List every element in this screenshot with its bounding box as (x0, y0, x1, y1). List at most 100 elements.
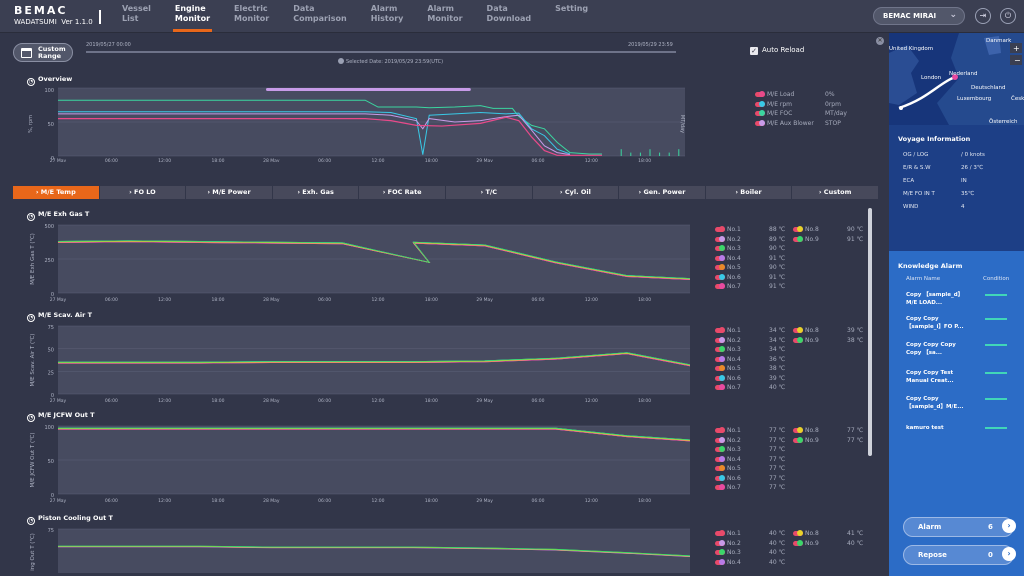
toggle-icon[interactable] (793, 235, 803, 242)
tab-exh-gas[interactable]: › Exh. Gas (272, 186, 360, 199)
toggle-icon[interactable] (715, 235, 725, 242)
toggle-icon[interactable] (715, 530, 725, 537)
legend-item[interactable]: No.5 77 ℃ (715, 464, 785, 474)
toggle-icon[interactable] (755, 91, 765, 98)
toggle-icon[interactable] (715, 365, 725, 372)
toggle-icon[interactable] (715, 436, 725, 443)
knowledge-alarm-item[interactable]: Copy Copy Copy Copy 【sa... (906, 342, 956, 356)
scrollbar[interactable] (868, 208, 872, 456)
legend-item[interactable]: No.1 77 ℃ (715, 426, 785, 436)
toggle-icon[interactable] (715, 465, 725, 472)
map[interactable]: + − Danmark United Kingdom London Nederland… (889, 33, 1024, 125)
logout-icon[interactable]: ⏻ (1000, 8, 1016, 24)
nav-data-comparison[interactable]: Data Comparison (293, 4, 347, 23)
toggle-icon[interactable] (715, 539, 725, 546)
nav-alarm-monitor[interactable]: Alarm Monitor (427, 4, 463, 23)
tab-m-e-power[interactable]: › M/E Power (186, 186, 273, 199)
legend-m-e-rpm[interactable]: M/E rpm 0rpm (755, 100, 847, 110)
nav-alarm-history[interactable]: Alarm History (370, 4, 404, 23)
tab-custom[interactable]: › Custom (792, 186, 879, 199)
tab-m-e-temp[interactable]: › M/E Temp (13, 186, 100, 199)
legend-item[interactable]: No.9 91 ℃ (793, 235, 863, 245)
toggle-icon[interactable] (793, 427, 803, 434)
vessel-select[interactable]: BEMAC MIRAI ⌄ (873, 7, 965, 25)
legend-item[interactable]: No.2 40 ℃ (715, 539, 785, 549)
tab-gen-power[interactable]: › Gen. Power (619, 186, 706, 199)
legend-item[interactable]: No.9 38 ℃ (793, 336, 863, 346)
toggle-icon[interactable] (715, 327, 725, 334)
toggle-icon[interactable] (715, 474, 725, 481)
nav-data-download[interactable]: Data Download (486, 4, 532, 23)
toggle-icon[interactable] (715, 336, 725, 343)
toggle-icon[interactable] (793, 327, 803, 334)
toggle-icon[interactable] (715, 455, 725, 462)
legend-item[interactable]: No.7 91 ℃ (715, 282, 785, 292)
legend-item[interactable]: No.4 40 ℃ (715, 558, 785, 568)
tab-boiler[interactable]: › Boiler (705, 186, 793, 199)
toggle-icon[interactable] (715, 245, 725, 252)
toggle-icon[interactable] (793, 336, 803, 343)
legend-item[interactable]: No.3 34 ℃ (715, 345, 785, 355)
legend-item[interactable]: No.8 90 ℃ (793, 225, 863, 235)
close-icon[interactable]: ✕ (876, 37, 884, 45)
legend-item[interactable]: No.5 90 ℃ (715, 263, 785, 273)
legend-m-e-aux-blower[interactable]: M/E Aux Blower STOP (755, 119, 847, 129)
legend-item[interactable]: No.2 89 ℃ (715, 235, 785, 245)
legend-item[interactable]: No.7 40 ℃ (715, 383, 785, 393)
toggle-icon[interactable] (715, 273, 725, 280)
toggle-icon[interactable] (715, 549, 725, 556)
toggle-icon[interactable] (715, 558, 725, 565)
toggle-icon[interactable] (715, 484, 725, 491)
legend-item[interactable]: No.9 40 ℃ (793, 539, 863, 549)
legend-item[interactable]: No.3 90 ℃ (715, 244, 785, 254)
knowledge-alarm-item[interactable]: Copy Copy Test Manual Creat... (906, 370, 954, 384)
legend-item[interactable]: No.1 88 ℃ (715, 225, 785, 235)
nav-vessel-list[interactable]: Vessel List (122, 4, 151, 23)
toggle-icon[interactable] (755, 100, 765, 107)
legend-item[interactable]: No.1 40 ℃ (715, 529, 785, 539)
nav-electric-monitor[interactable]: Electric Monitor (234, 4, 270, 23)
toggle-icon[interactable] (715, 226, 725, 233)
export-icon[interactable]: ⇥ (975, 8, 991, 24)
knowledge-alarm-item[interactable]: Copy Copy 【sample_i】FO P... (906, 316, 964, 330)
toggle-icon[interactable] (793, 226, 803, 233)
nav-setting[interactable]: Setting (555, 4, 589, 13)
toggle-icon[interactable] (715, 374, 725, 381)
legend-m-e-load[interactable]: M/E Load 0% (755, 90, 847, 100)
legend-item[interactable]: No.8 39 ℃ (793, 326, 863, 336)
knowledge-alarm-item[interactable]: Copy Copy 【sample_d】M/E... (906, 396, 964, 410)
toggle-icon[interactable] (715, 355, 725, 362)
toggle-icon[interactable] (715, 384, 725, 391)
tab-cyl-oil[interactable]: › Cyl. Oil (532, 186, 620, 199)
legend-item[interactable]: No.2 77 ℃ (715, 436, 785, 446)
toggle-icon[interactable] (715, 283, 725, 290)
knowledge-alarm-item[interactable]: Copy 【sample_d】M/E LOAD... (906, 292, 964, 306)
tab-t-c[interactable]: › T/C (445, 186, 533, 199)
toggle-icon[interactable] (715, 427, 725, 434)
toggle-icon[interactable] (793, 539, 803, 546)
legend-item[interactable]: No.4 91 ℃ (715, 254, 785, 264)
toggle-icon[interactable] (715, 264, 725, 271)
legend-item[interactable]: No.6 91 ℃ (715, 273, 785, 283)
toggle-icon[interactable] (755, 119, 765, 126)
legend-item[interactable]: No.9 77 ℃ (793, 436, 863, 446)
toggle-icon[interactable] (793, 530, 803, 537)
custom-range-button[interactable]: Custom Range (13, 43, 73, 62)
legend-item[interactable]: No.2 34 ℃ (715, 336, 785, 346)
legend-item[interactable]: No.6 39 ℃ (715, 374, 785, 384)
toggle-icon[interactable] (715, 254, 725, 261)
legend-item[interactable]: No.4 77 ℃ (715, 455, 785, 465)
legend-item[interactable]: No.1 34 ℃ (715, 326, 785, 336)
tab-foc-rate[interactable]: › FOC Rate (359, 186, 446, 199)
legend-item[interactable]: No.7 77 ℃ (715, 483, 785, 493)
legend-item[interactable]: No.4 36 ℃ (715, 355, 785, 365)
legend-item[interactable]: No.8 77 ℃ (793, 426, 863, 436)
legend-m-e-foc[interactable]: M/E FOC MT/day (755, 109, 847, 119)
timeline-slider[interactable] (86, 51, 676, 53)
alarm-button[interactable]: Alarm 6 › (903, 517, 1016, 537)
toggle-icon[interactable] (715, 446, 725, 453)
legend-item[interactable]: No.5 38 ℃ (715, 364, 785, 374)
nav-engine-monitor[interactable]: Engine Monitor (172, 4, 213, 32)
tab-fo-lo[interactable]: › FO LO (99, 186, 187, 199)
legend-item[interactable]: No.3 77 ℃ (715, 445, 785, 455)
